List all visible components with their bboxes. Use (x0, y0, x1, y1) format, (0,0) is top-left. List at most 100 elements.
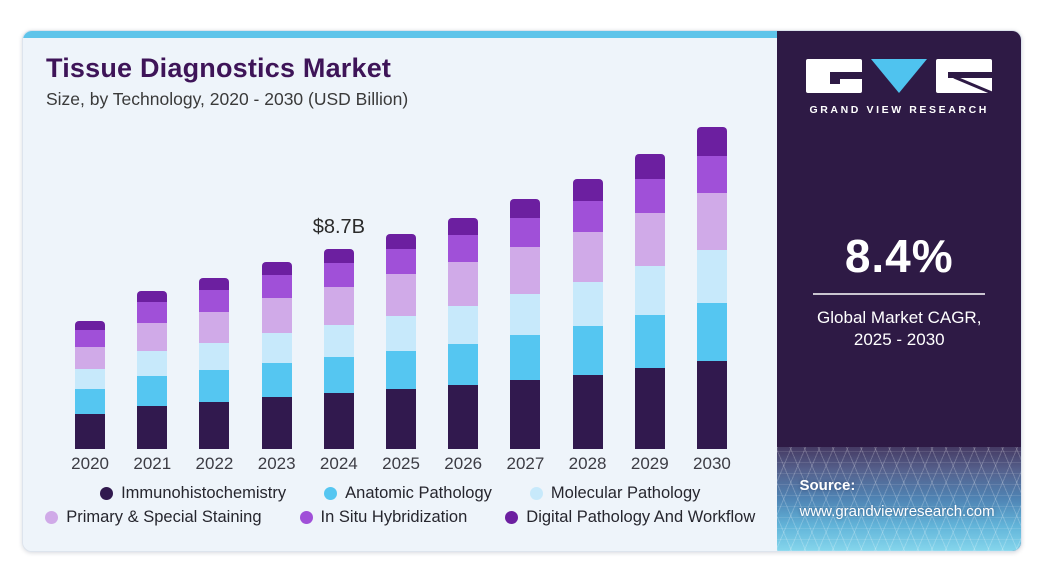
legend-label: Anatomic Pathology (345, 483, 492, 502)
bar-segment (75, 346, 106, 369)
bar-segment (634, 266, 665, 316)
bars-area: $8.7B (59, 119, 743, 449)
page-subtitle: Size, by Technology, 2020 - 2030 (USD Bi… (46, 89, 409, 109)
bar-column-2027 (494, 119, 556, 449)
gvr-logo-icon (806, 59, 993, 95)
brand-panel: GRAND VIEW RESEARCH 8.4% Global Market C… (777, 31, 1021, 551)
cagr-caption: Global Market CAGR, 2025 - 2030 (777, 307, 1021, 351)
bar-segment (510, 218, 541, 248)
stacked-bar-2024 (323, 249, 354, 449)
legend-row: Immunohistochemistry Anatomic Pathology Mo… (23, 481, 777, 505)
bar-segment (323, 324, 354, 358)
bar-segment (137, 302, 168, 323)
bar-segment (386, 274, 417, 317)
cagr-value: 8.4% (844, 230, 954, 282)
stacked-bar-2025 (386, 234, 417, 449)
bar-segment (199, 342, 230, 370)
bar-column-2025 (370, 119, 432, 449)
legend-dot-icon (324, 486, 338, 500)
bar-segment (634, 315, 665, 368)
bar-segment (199, 289, 230, 312)
x-axis-label-2027: 2027 (506, 454, 545, 473)
x-axis-label-2020: 2020 (71, 454, 109, 473)
x-axis-label-2028: 2028 (568, 454, 607, 473)
stacked-bar-2021 (137, 291, 168, 449)
bar-segment (75, 414, 106, 449)
bar-segment (634, 178, 665, 213)
bar-segment (572, 232, 603, 283)
bar-segment (448, 305, 479, 344)
bar-segment (448, 234, 479, 262)
bar-segment (572, 374, 603, 449)
bar-segment (448, 384, 479, 449)
bar-segment (199, 369, 230, 402)
bar-segment (323, 263, 354, 287)
legend-label: In Situ Hybridization (320, 507, 468, 526)
bar-segment (510, 247, 541, 295)
bar-segment (199, 277, 230, 290)
bar-segment (572, 178, 603, 202)
bar-segment (386, 249, 417, 275)
bar-segment (448, 261, 479, 306)
bar-segment (386, 316, 417, 352)
stacked-bar-2028 (572, 178, 603, 449)
legend-row: Primary & Special Staining In Situ Hybrid… (23, 505, 777, 529)
bar-segment (510, 294, 541, 336)
bar-column-2026 (432, 119, 494, 449)
bar-segment (323, 286, 354, 325)
x-axis-label-2025: 2025 (382, 454, 420, 473)
bar-segment (696, 249, 727, 303)
bar-column-2024: $8.7B (308, 119, 370, 449)
bar-segment (137, 291, 168, 303)
bar-segment (634, 153, 665, 179)
cagr-caption-line1: Global Market CAGR, (817, 308, 982, 327)
bar-segment (75, 329, 106, 347)
stacked-bar-chart: $8.7B 2020 2021 2022 2023 2024 2025 2026 2027 20… (59, 119, 743, 474)
bar-segment (510, 198, 541, 219)
stacked-bar-2023 (261, 262, 292, 449)
bar-segment (323, 249, 354, 264)
cagr-divider (813, 293, 986, 295)
x-axis-label-2024: 2024 (319, 454, 358, 473)
bar-segment (261, 332, 292, 363)
bar-segment (510, 335, 541, 380)
bar-segment (137, 405, 168, 449)
legend-item: Molecular Pathology (529, 483, 701, 503)
legend-dot-icon (529, 486, 543, 500)
gvr-logo: GRAND VIEW RESEARCH (777, 57, 1021, 116)
bar-segment (199, 311, 230, 343)
x-axis-label-2022: 2022 (195, 454, 234, 473)
x-axis-labels: 2020 2021 2022 2023 2024 2025 2026 2027 2028 2029… (59, 454, 743, 474)
bar-segment (386, 389, 417, 449)
bar-column-2023 (246, 119, 308, 449)
source-url-link[interactable]: www.grandviewresearch.com (799, 503, 995, 520)
legend-label: Digital Pathology And Workflow (526, 507, 756, 526)
bar-segment (261, 397, 292, 449)
legend-item: Primary & Special Staining (45, 507, 262, 527)
bar-column-2020 (59, 119, 121, 449)
bar-segment (448, 217, 479, 235)
bar-segment (696, 302, 727, 361)
cagr-caption-line2: 2025 - 2030 (853, 330, 945, 349)
bar-segment (448, 343, 479, 385)
x-axis-label-2023: 2023 (257, 454, 296, 473)
bar-segment (386, 234, 417, 250)
x-axis-label-2026: 2026 (444, 454, 483, 473)
bar-segment (261, 275, 292, 299)
bar-segment (634, 212, 665, 267)
legend-label: Molecular Pathology (550, 483, 701, 502)
bar-segment (634, 368, 665, 449)
legend-item: Anatomic Pathology (324, 484, 492, 503)
stacked-bar-2029 (634, 153, 665, 449)
legend-dot-icon (505, 510, 519, 524)
legend-item: Immunohistochemistry (100, 484, 286, 503)
bar-column-2022 (183, 119, 245, 449)
bar-segment (386, 351, 417, 389)
bar-value-annotation: $8.7B (312, 215, 365, 238)
chart-panel: Tissue Diagnostics Market Size, by Techn… (23, 31, 778, 551)
stacked-bar-2027 (510, 198, 541, 449)
legend-label: Primary & Special Staining (66, 507, 262, 526)
bar-segment (323, 393, 354, 449)
legend-item: Digital Pathology And Workflow (505, 508, 755, 527)
top-accent-bar (23, 31, 778, 38)
